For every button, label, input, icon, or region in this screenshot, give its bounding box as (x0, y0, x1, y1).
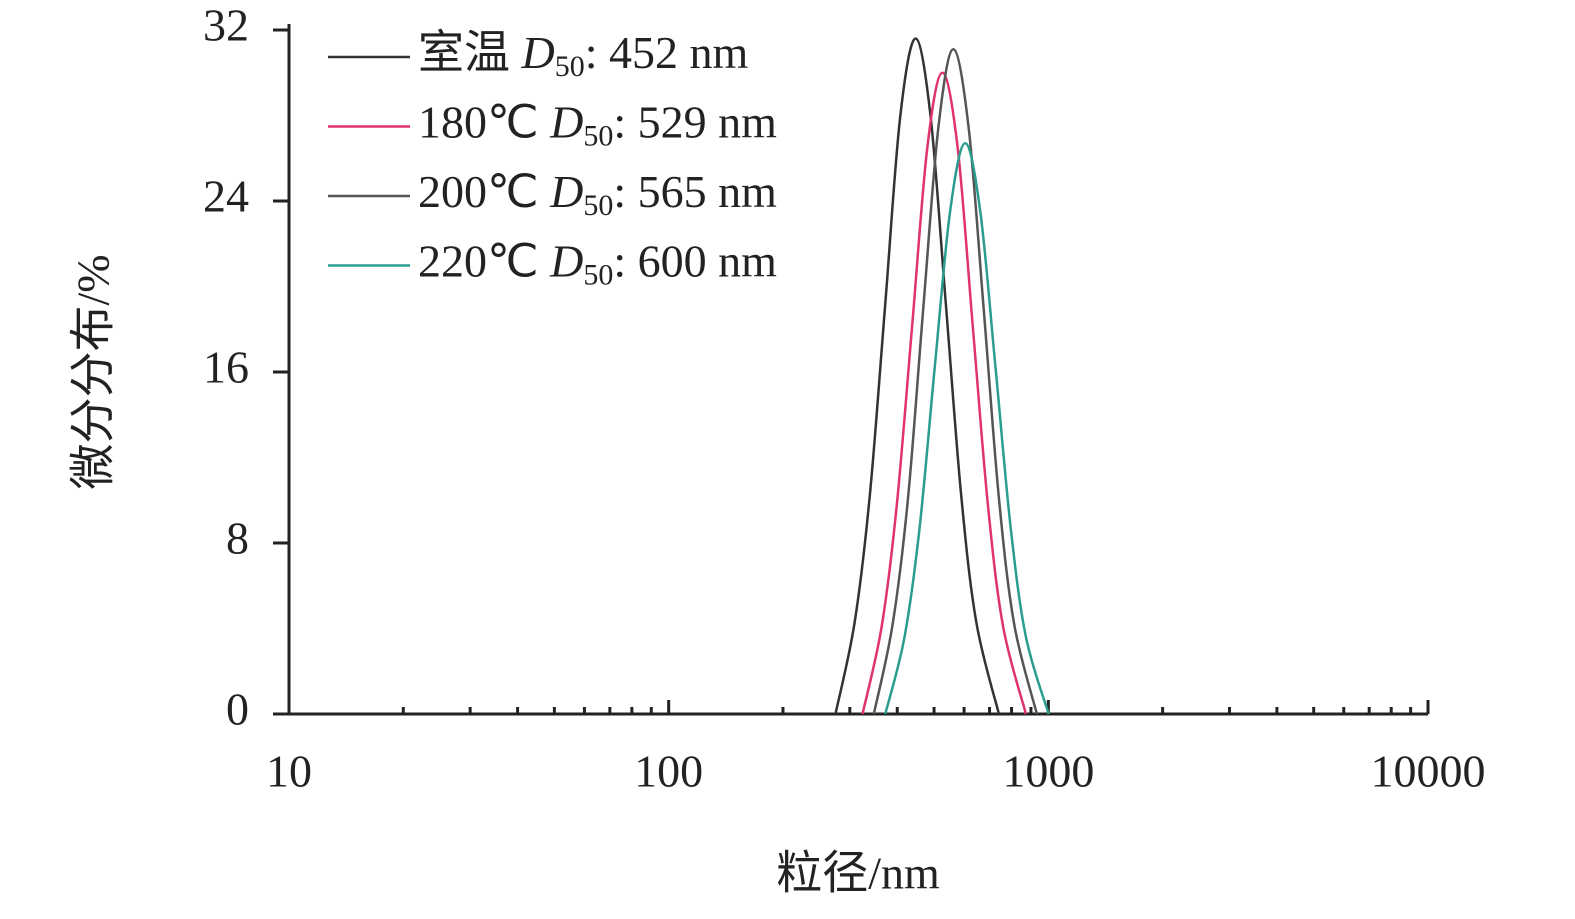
series-line (861, 71, 1028, 715)
series-line (872, 47, 1039, 715)
legend-label: 200℃ D50: 565 nm (418, 166, 777, 222)
y-tick-label: 8 (226, 513, 249, 564)
x-axis-label: 粒径/nm (776, 848, 940, 899)
y-tick-label: 0 (226, 684, 249, 735)
x-tick-label: 1000 (1002, 746, 1094, 797)
series-line (884, 142, 1050, 715)
series-line (834, 37, 1001, 715)
y-axis-label: 微分分布/% (68, 254, 119, 489)
legend-label: 180℃ D50: 529 nm (418, 96, 777, 152)
y-tick-label: 32 (203, 0, 249, 51)
y-tick-label: 16 (203, 342, 249, 393)
x-tick-label: 100 (634, 746, 703, 797)
legend-label: 室温 D50: 452 nm (418, 27, 749, 83)
x-tick-label: 10 (266, 746, 312, 797)
x-tick-label: 10000 (1371, 746, 1486, 797)
y-tick-label: 24 (203, 171, 249, 222)
legend-label: 220℃ D50: 600 nm (418, 235, 777, 291)
